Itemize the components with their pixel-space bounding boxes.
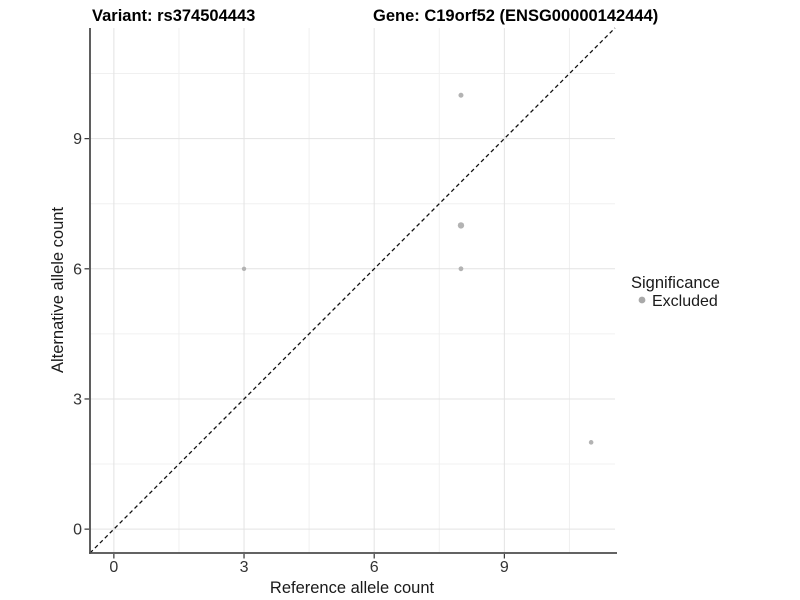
x-tick-label: 6 (370, 559, 379, 576)
y-tick-label: 0 (73, 522, 82, 539)
data-point (457, 222, 465, 229)
variant-title: Variant: rs374504443 (92, 7, 255, 25)
gene-title: Gene: C19orf52 (ENSG00000142444) (373, 7, 658, 25)
legend-item-label: Excluded (652, 293, 718, 310)
y-axis-label: Alternative allele count (49, 207, 67, 373)
y-tick-label: 3 (73, 391, 82, 408)
data-point (241, 266, 247, 272)
identity-dashed-line (89, 27, 616, 554)
x-axis-label: Reference allele count (270, 579, 435, 597)
legend-title: Significance (631, 274, 720, 292)
data-point (588, 440, 594, 445)
plot-panel: 0 3 6 9 0 3 6 9 (73, 27, 617, 576)
x-tick-label: 0 (109, 559, 118, 576)
legend-key-dot (638, 296, 646, 304)
x-tick-label: 3 (240, 559, 249, 576)
y-tick-label: 9 (73, 131, 82, 148)
y-tick-label: 6 (73, 261, 82, 278)
data-point (458, 266, 464, 272)
data-point (458, 92, 464, 98)
x-tick-label: 9 (500, 559, 509, 576)
